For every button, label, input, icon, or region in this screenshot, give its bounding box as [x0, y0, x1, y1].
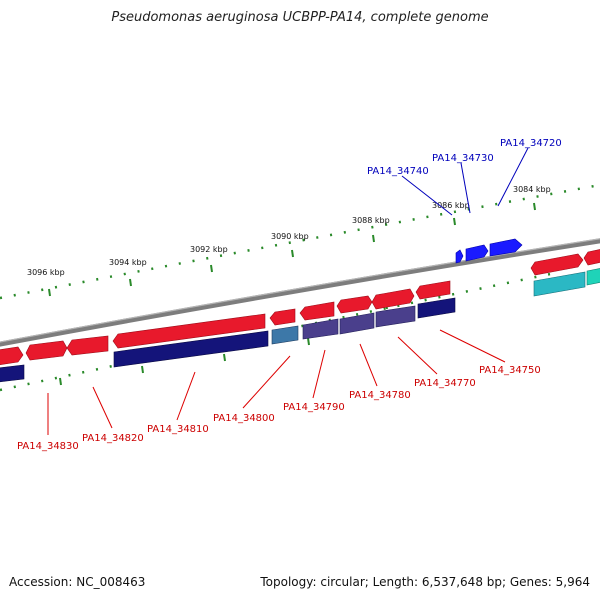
- gene-PA14_34800[interactable]: [271, 325, 299, 345]
- gene-PA14_34810-fwd[interactable]: [66, 335, 109, 356]
- gene-right-red-2[interactable]: [583, 249, 600, 266]
- gene-right-red-1[interactable]: [530, 253, 584, 276]
- gene-PA14_34770-fwd[interactable]: [336, 295, 373, 314]
- tick-label-3094: 3094 kbp: [109, 258, 147, 267]
- reverse-strand-genes: [0, 268, 600, 383]
- label-PA14_34800[interactable]: PA14_34800: [213, 413, 275, 424]
- tick-label-3092: 3092 kbp: [190, 245, 228, 254]
- blue-genes: [455, 238, 523, 264]
- red-leader-lines: [47, 329, 506, 435]
- tick-label-3088: 3088 kbp: [352, 216, 390, 225]
- gene-PA14_34750[interactable]: [417, 297, 456, 319]
- label-PA14_34730[interactable]: PA14_34730: [432, 153, 494, 164]
- gene-PA14_34830[interactable]: [0, 346, 24, 366]
- gene-PA14_34740[interactable]: [455, 249, 464, 264]
- outer-tick-ring: [0, 183, 600, 300]
- gene-PA14_34730[interactable]: [465, 244, 489, 262]
- gene-PA14_34780[interactable]: [339, 312, 375, 335]
- gene-PA14_34790[interactable]: [302, 318, 339, 340]
- label-PA14_34810[interactable]: PA14_34810: [147, 424, 209, 435]
- tick-label-3086: 3086 kbp: [432, 201, 470, 210]
- label-PA14_34770[interactable]: PA14_34770: [414, 378, 476, 389]
- gene-PA14_34790-fwd[interactable]: [269, 308, 296, 326]
- genome-summary-text: Topology: circular; Length: 6,537,648 bp…: [260, 575, 590, 589]
- blue-leader-lines: [401, 147, 529, 216]
- accession-text: Accession: NC_008463: [9, 575, 146, 589]
- genome-backbone: [0, 238, 600, 347]
- tick-label-3084: 3084 kbp: [513, 185, 551, 194]
- gene-PA14_34750-fwd[interactable]: [415, 280, 451, 300]
- label-PA14_34740[interactable]: PA14_34740: [367, 166, 429, 177]
- label-PA14_34830[interactable]: PA14_34830: [17, 441, 79, 452]
- gene-right-teal-2[interactable]: [586, 268, 600, 286]
- tick-label-3096: 3096 kbp: [27, 268, 65, 277]
- gene-PA14_34780-fwd[interactable]: [299, 301, 335, 321]
- gene-right-teal-1[interactable]: [533, 271, 586, 297]
- gene-PA14_34800-fwd[interactable]: [112, 313, 266, 349]
- label-PA14_34790[interactable]: PA14_34790: [283, 402, 345, 413]
- gene-PA14_34770[interactable]: [375, 305, 416, 328]
- gene-PA14_34720[interactable]: [489, 238, 523, 257]
- map-title: Pseudomonas aeruginosa UCBPP-PA14, compl…: [111, 10, 489, 25]
- label-PA14_34820[interactable]: PA14_34820: [82, 433, 144, 444]
- tick-label-3090: 3090 kbp: [271, 232, 309, 241]
- label-PA14_34750[interactable]: PA14_34750: [479, 365, 541, 376]
- major-ticks-outer: [48, 202, 536, 297]
- gene-PA14_34810[interactable]: [113, 330, 269, 368]
- label-PA14_34780[interactable]: PA14_34780: [349, 390, 411, 401]
- forward-strand-genes: [0, 249, 600, 366]
- inner-tick-ring: [0, 270, 561, 392]
- gene-PA14_34820[interactable]: [25, 340, 68, 361]
- blue-gene-labels: PA14_34740 PA14_34730 PA14_34720: [367, 138, 562, 177]
- gene-PA14_34830-rev[interactable]: [0, 364, 25, 383]
- gene-PA14_34760-fwd[interactable]: [371, 288, 415, 310]
- genome-backbone-highlight: [0, 238, 600, 343]
- label-PA14_34720[interactable]: PA14_34720: [500, 138, 562, 149]
- red-gene-labels: PA14_34830 PA14_34820 PA14_34810 PA14_34…: [17, 365, 541, 452]
